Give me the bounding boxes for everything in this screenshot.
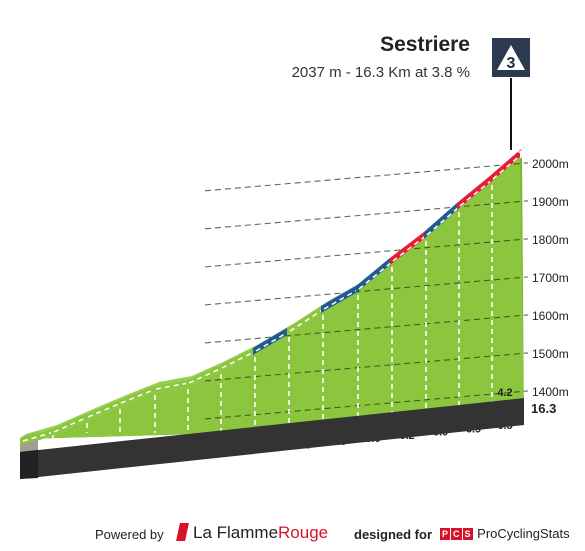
segment-centerline: [221, 350, 257, 369]
climb-summary: 2037 m - 16.3 Km at 3.8 %: [292, 64, 470, 81]
elevation-tick-label: 2000m: [532, 157, 569, 171]
segment-top: [287, 302, 327, 328]
elevation-gridline: [204, 162, 529, 192]
segment-centerline: [492, 152, 524, 180]
elevation-gridline: [204, 352, 529, 382]
elevation-gridline: [204, 390, 529, 420]
segment-edge: [118, 386, 153, 407]
segment-top: [186, 361, 225, 380]
climb-profile-chart: 1400m1500m1600m1700m1800m1900m2000m0.61.…: [0, 0, 569, 495]
segment-edge: [424, 203, 457, 239]
segment-top: [321, 282, 362, 306]
km-label: 4: [134, 469, 142, 484]
segment-top: [253, 324, 293, 348]
elevation-tick-label: 1800m: [532, 233, 569, 247]
elevation-tick-label: 1400m: [532, 385, 569, 399]
segment-centerline: [53, 416, 89, 433]
km-label: 11: [368, 444, 382, 459]
segment-edge: [356, 258, 390, 293]
la-flamme-rouge-logo[interactable]: La FlammeRouge: [176, 523, 328, 543]
segment-edge: [287, 306, 321, 335]
segment-centerline: [120, 388, 157, 404]
segment-centerline: [289, 308, 325, 332]
elevation-tick-label: 1700m: [532, 271, 569, 285]
segment-centerline: [358, 260, 394, 290]
footer: Powered by La FlammeRouge designed for P…: [0, 520, 585, 550]
elevation-tick-label: 1900m: [532, 195, 569, 209]
finish-line: [508, 145, 529, 151]
km-label: 13: [435, 437, 449, 452]
distance-band: [20, 398, 524, 479]
km-label: 2: [66, 477, 73, 492]
flame-mark-icon: [176, 523, 189, 541]
segment-centerline: [87, 402, 122, 418]
segment-centerline: [426, 205, 461, 236]
km-label: 12: [402, 440, 416, 455]
segment-centerline: [0, 0, 524, 154]
km-label: 3: [100, 473, 107, 488]
segment-centerline: [392, 234, 428, 262]
segment-centerline: [188, 367, 223, 384]
segment-top: [51, 410, 91, 429]
segment-top: [153, 376, 192, 386]
segment-top: [219, 344, 259, 365]
category-number: 3: [507, 55, 516, 72]
elevation-gridline: [204, 276, 529, 306]
distance-band-end: [20, 450, 38, 479]
segment-centerline: [459, 178, 494, 207]
category-badge: 3: [492, 38, 530, 150]
segment-top: [85, 396, 124, 414]
segment-edge: [253, 328, 287, 355]
segment-edge: [321, 286, 356, 313]
elevation-tick-label: 1600m: [532, 309, 569, 323]
km-label: 7: [234, 459, 241, 474]
km-label: 10: [333, 448, 347, 463]
segment-edge: [219, 348, 253, 372]
km-label: 14: [468, 433, 483, 448]
total-distance-label: 16.3: [531, 401, 556, 416]
elevation-tick-label: 1500m: [532, 347, 569, 361]
segment-centerline: [155, 382, 190, 390]
km-label: 6: [201, 462, 208, 477]
km-label: 9: [302, 451, 309, 466]
segment-edge: [457, 176, 490, 210]
km-label: 15: [500, 430, 514, 445]
segment-top: [118, 382, 159, 400]
elevation-gridline: [204, 238, 529, 268]
segment-edge: [490, 150, 520, 183]
km-label: 8: [268, 455, 275, 470]
segment-centerline: [255, 330, 291, 352]
gradient-label: 4.2: [497, 387, 512, 399]
segment-edge: [51, 414, 85, 436]
segment-edge: [186, 365, 219, 387]
designed-for-text: designed for: [354, 527, 433, 542]
km-label: 1: [34, 480, 41, 495]
elevation-gridline: [204, 314, 529, 344]
elevation-gridline: [204, 200, 529, 230]
profile-body: [20, 157, 524, 445]
segment-centerline: [323, 288, 360, 310]
climb-title: Sestriere: [380, 33, 470, 56]
km-label: 5: [168, 466, 175, 481]
powered-by-text: Powered by: [95, 527, 164, 542]
segment-top: [20, 425, 57, 438]
segment-edge: [390, 232, 424, 265]
segment-edge: [85, 400, 118, 421]
